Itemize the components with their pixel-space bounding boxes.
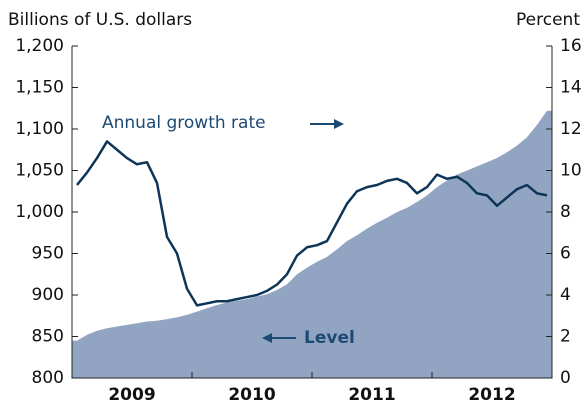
- y-axis-label: Billions of U.S. dollars: [8, 10, 192, 30]
- y2-tick-label: 2: [560, 327, 571, 347]
- y-tick-label: 950: [32, 244, 64, 264]
- y-tick-label: 1,050: [15, 161, 64, 181]
- y-tick-label: 1,000: [15, 202, 64, 222]
- growth-line: [76, 140, 548, 307]
- y-tick-label: 1,200: [15, 36, 64, 56]
- growth-arrowhead: [334, 119, 344, 129]
- level-area: [72, 110, 552, 379]
- y-tick-label: 850: [32, 327, 64, 347]
- y-tick-label: 800: [32, 368, 64, 388]
- x-tick-label: 2010: [228, 385, 275, 405]
- y2-axis-label: Percent: [516, 10, 580, 30]
- y-tick-label: 900: [32, 285, 64, 305]
- y2-tick-label: 4: [560, 285, 571, 305]
- level-annotation: Level: [304, 328, 355, 348]
- y2-tick-label: 0: [560, 368, 571, 388]
- y-tick-label: 1,100: [15, 119, 64, 139]
- x-tick-label: 2012: [468, 385, 515, 405]
- y2-tick-label: 12: [560, 119, 582, 139]
- y2-tick-label: 16: [560, 36, 582, 56]
- level-arrowhead: [262, 333, 272, 343]
- x-tick-label: 2011: [348, 385, 395, 405]
- x-tick-label: 2009: [108, 385, 155, 405]
- y-tick-label: 1,150: [15, 78, 64, 98]
- growth-annotation: Annual growth rate: [102, 113, 266, 133]
- y2-tick-label: 6: [560, 244, 571, 264]
- y2-tick-label: 8: [560, 202, 571, 222]
- y2-tick-label: 14: [560, 78, 582, 98]
- y2-tick-label: 10: [560, 161, 582, 181]
